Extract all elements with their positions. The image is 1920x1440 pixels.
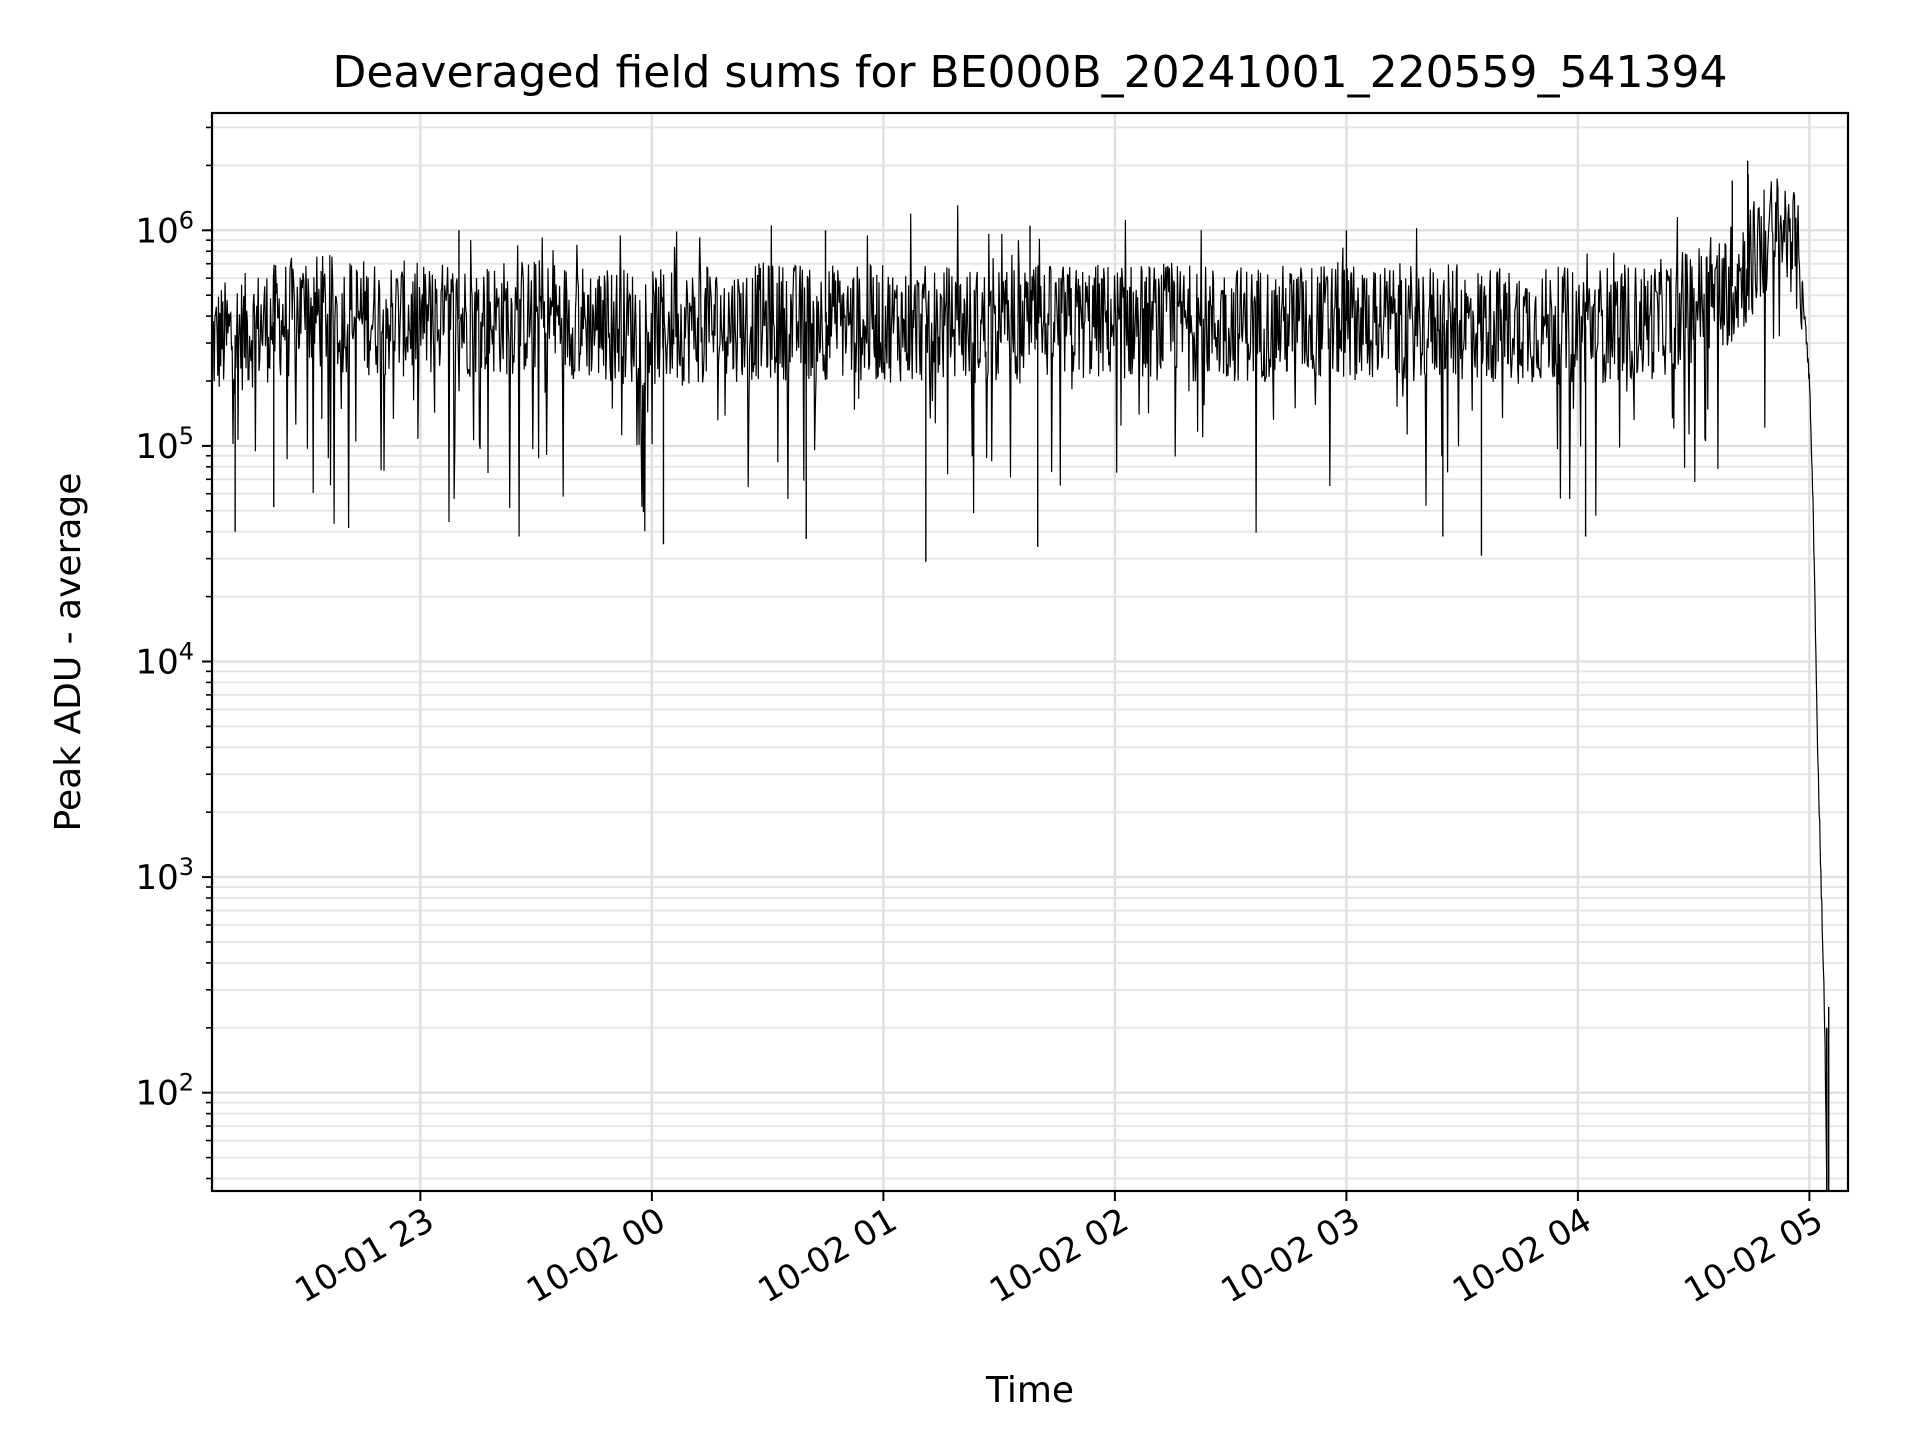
y-tick-label: 106 bbox=[135, 206, 194, 251]
x-tick-label: 10-02 01 bbox=[751, 1200, 903, 1311]
grid bbox=[212, 113, 1848, 1191]
x-tick-label: 10-02 04 bbox=[1446, 1200, 1598, 1311]
y-axis-label: Peak ADU - average bbox=[48, 473, 89, 832]
x-axis: 10-01 23 10-02 00 10-02 01 10-02 02 10-02 03… bbox=[288, 1191, 1830, 1311]
plot-frame bbox=[210, 111, 1850, 1193]
y-tick-label: 105 bbox=[135, 422, 194, 467]
x-tick-label: 10-02 03 bbox=[1215, 1200, 1367, 1311]
y-tick-label: 103 bbox=[135, 853, 194, 898]
x-axis-label: Time bbox=[985, 1370, 1074, 1411]
x-tick-label: 10-02 05 bbox=[1678, 1200, 1830, 1311]
y-tick-label: 104 bbox=[135, 638, 194, 683]
chart-title: Deaveraged field sums for BE000B_2024100… bbox=[332, 47, 1727, 98]
x-tick-label: 10-02 00 bbox=[520, 1200, 672, 1311]
y-axis: 102 103 104 105 106 bbox=[135, 126, 212, 1180]
series-line bbox=[212, 160, 1830, 1191]
series-trace bbox=[212, 174, 1828, 1185]
y-tick-label: 102 bbox=[135, 1069, 194, 1114]
x-tick-label: 10-02 02 bbox=[983, 1200, 1135, 1311]
x-tick-label: 10-01 23 bbox=[288, 1200, 440, 1311]
